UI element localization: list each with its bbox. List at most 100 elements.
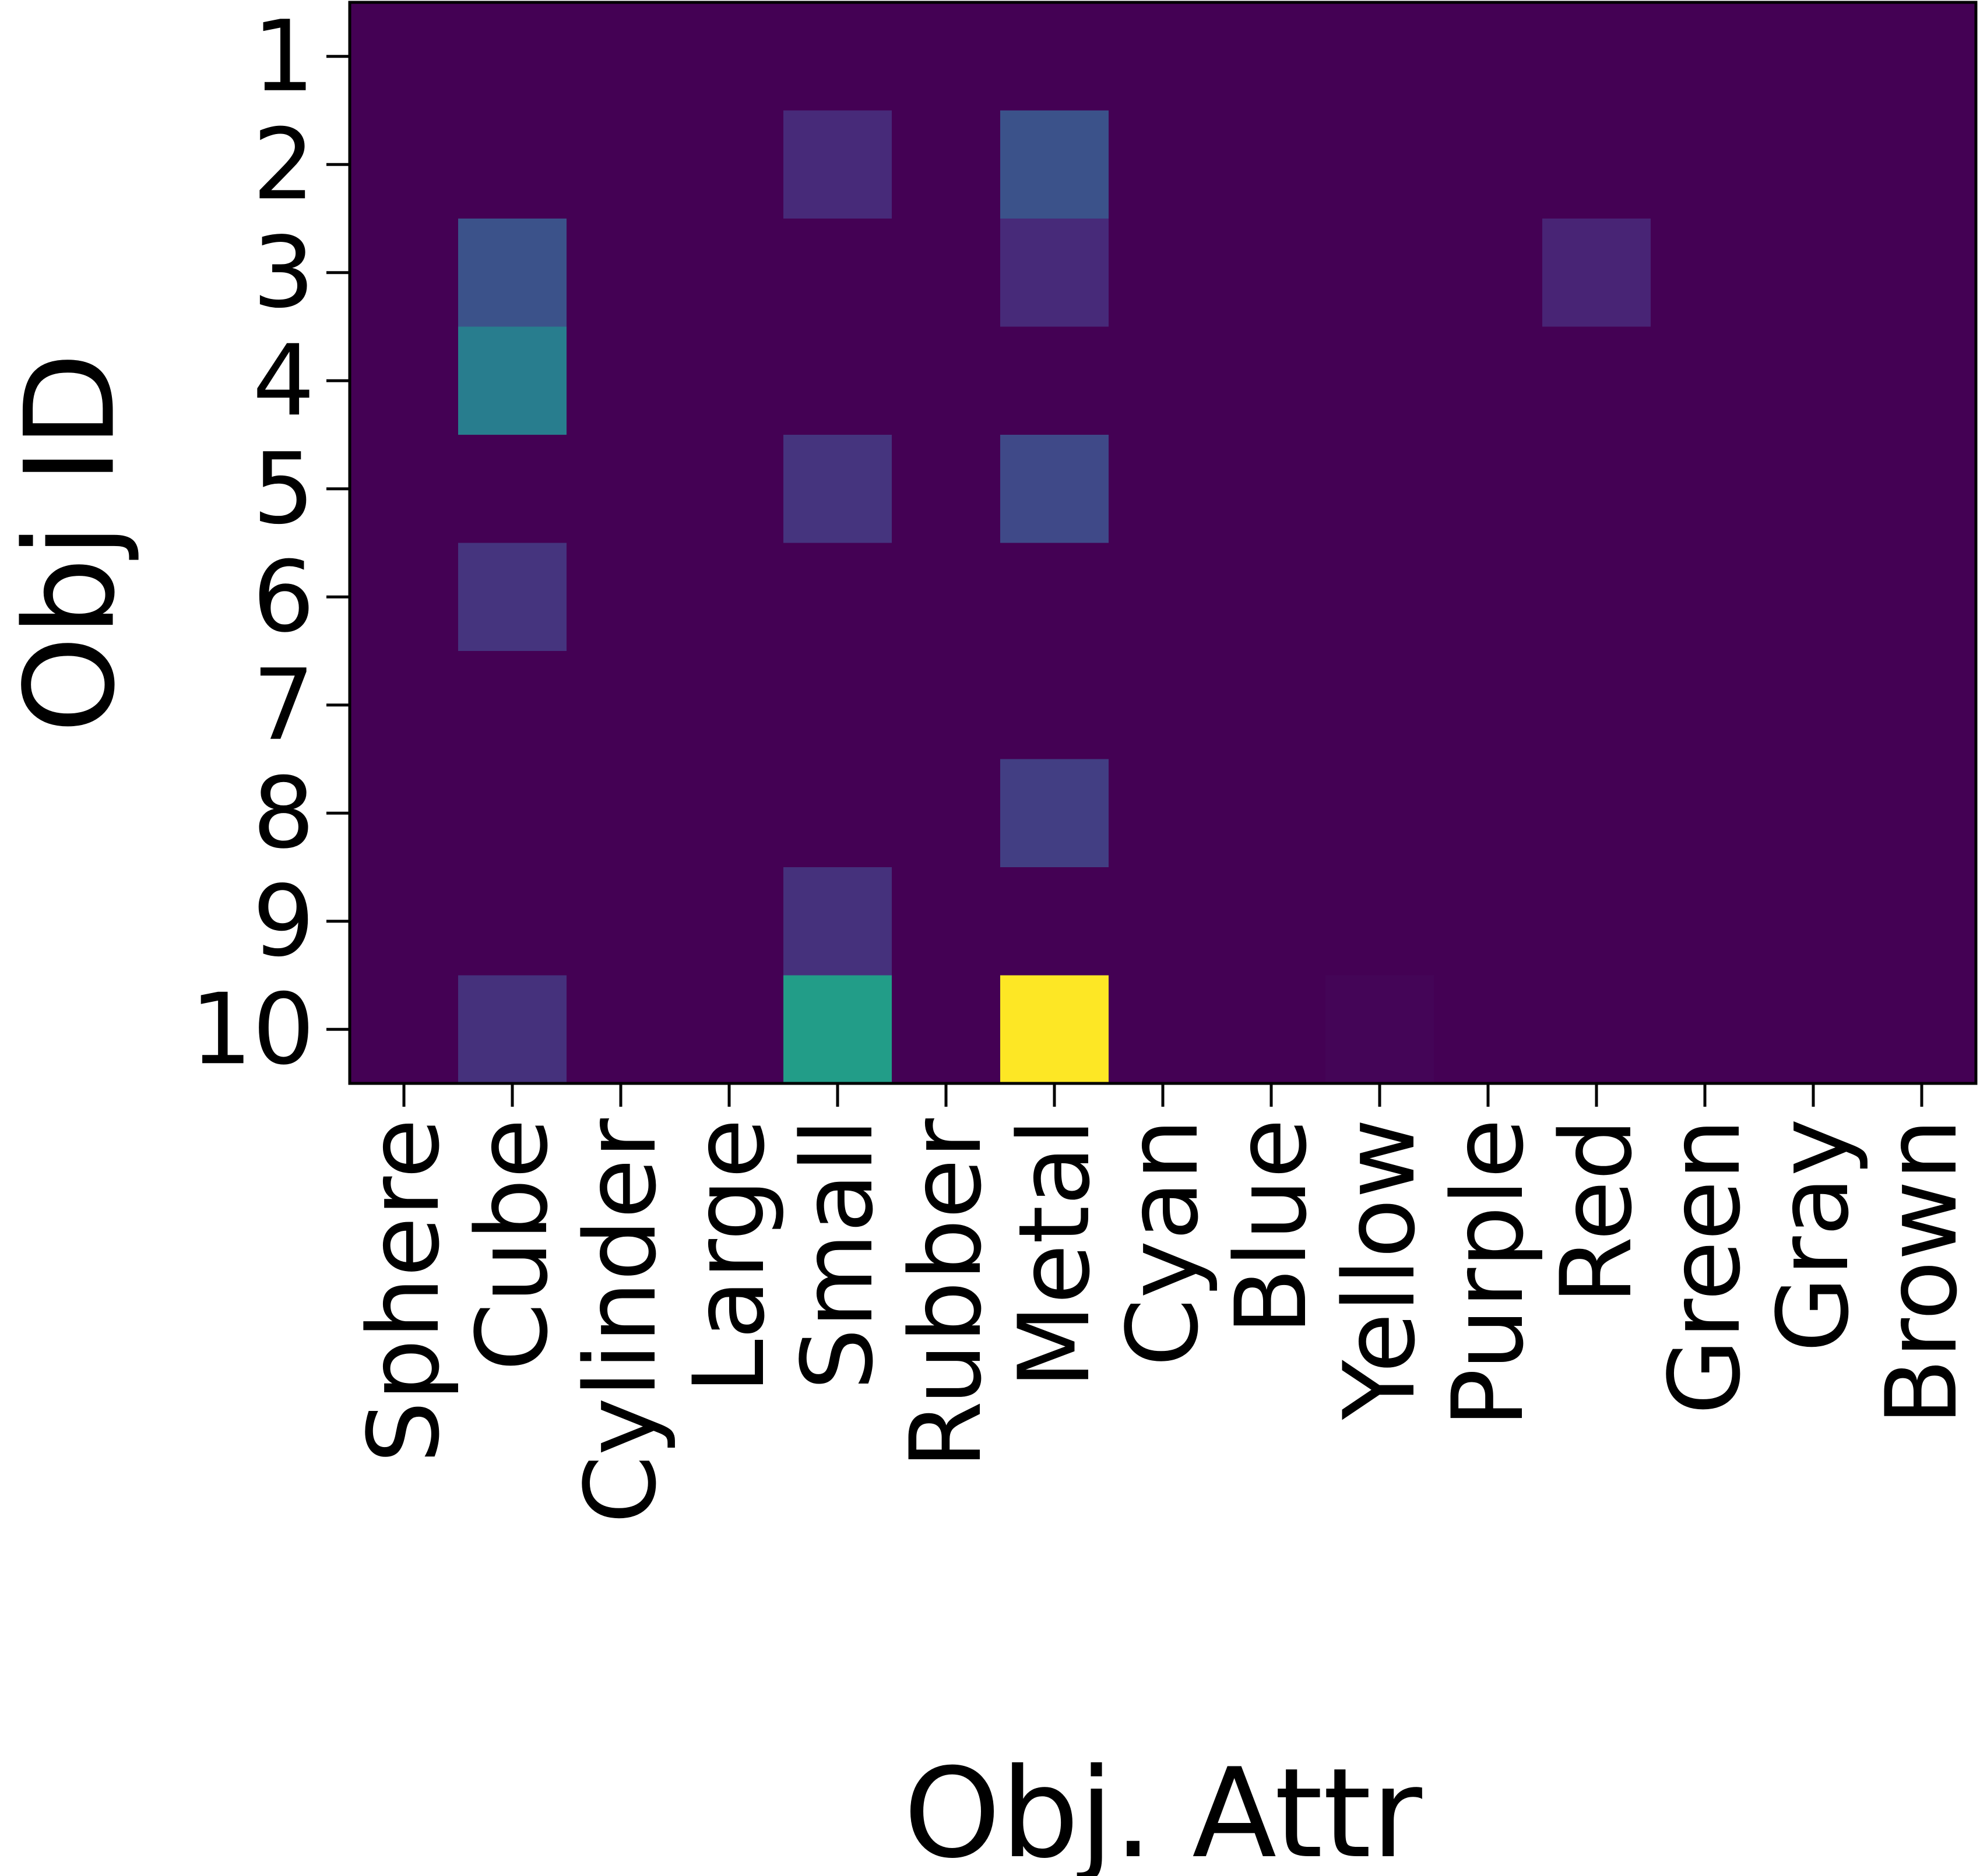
heatmap-cell [1109, 759, 1218, 868]
heatmap-cell [1109, 867, 1218, 976]
y-tick-label: 5 [252, 432, 315, 546]
y-tick-label: 6 [252, 540, 315, 654]
heatmap-cell [1109, 975, 1218, 1084]
heatmap-cell [458, 2, 567, 111]
heatmap-cell [350, 435, 459, 544]
heatmap-cell [892, 867, 1001, 976]
heatmap-cell [1868, 759, 1977, 868]
heatmap-cell [1759, 975, 1868, 1084]
y-tick-label: 10 [190, 972, 315, 1086]
heatmap-cell [892, 543, 1001, 652]
heatmap-cell [892, 651, 1001, 760]
heatmap-cell [1217, 435, 1326, 544]
heatmap-cell [567, 543, 676, 652]
y-tick-label: 8 [252, 756, 315, 870]
heatmap-cell [458, 110, 567, 219]
heatmap-cell [1651, 2, 1760, 111]
heatmap-cell [1651, 759, 1760, 868]
heatmap-cell [567, 110, 676, 219]
heatmap-cell [1759, 435, 1868, 544]
x-tick-label: Metal [997, 1118, 1112, 1389]
heatmap-cell [1868, 651, 1977, 760]
heatmap-cell [1434, 2, 1543, 111]
heatmap-cell [567, 651, 676, 760]
heatmap-cell [1542, 759, 1651, 868]
heatmap-cell [1651, 219, 1760, 328]
heatmap-cell [1109, 651, 1218, 760]
x-tick-label: Cyan [1106, 1118, 1220, 1367]
heatmap-cell [458, 867, 567, 976]
x-tick-label: Cylinder [564, 1118, 678, 1524]
y-tick-label: 1 [252, 0, 315, 114]
heatmap-cell [458, 219, 567, 328]
heatmap-cell [783, 759, 892, 868]
x-tick-label: Red [1539, 1118, 1654, 1304]
heatmap-cell [1000, 2, 1109, 111]
heatmap-cell [350, 543, 459, 652]
heatmap-cell [1651, 975, 1760, 1084]
heatmap-cell [1542, 110, 1651, 219]
heatmap-cell [1434, 975, 1543, 1084]
heatmap-cell [1759, 651, 1868, 760]
heatmap-cell [1000, 219, 1109, 328]
heatmap-cell [1000, 651, 1109, 760]
x-tick-label: Small [780, 1118, 895, 1391]
heatmap-cell [675, 543, 784, 652]
heatmap-cell [892, 435, 1001, 544]
heatmap-cell [1542, 326, 1651, 435]
heatmap-cell [1434, 543, 1543, 652]
heatmap-cell [1542, 867, 1651, 976]
heatmap-cell [1217, 543, 1326, 652]
heatmap-cell [1217, 2, 1326, 111]
heatmap-cell [1868, 867, 1977, 976]
heatmap-cell [1000, 110, 1109, 219]
heatmap-cell [783, 326, 892, 435]
heatmap-cell [1109, 435, 1218, 544]
heatmap-cell [1434, 219, 1543, 328]
heatmap-cell [1542, 435, 1651, 544]
y-tick-label: 4 [252, 323, 315, 438]
x-axis-label: Obj. Attr [903, 1741, 1423, 1876]
heatmap-cell [1325, 326, 1434, 435]
heatmap-cell [567, 219, 676, 328]
heatmap-cell [350, 759, 459, 868]
heatmap-cell [1109, 326, 1218, 435]
heatmap-cell [350, 219, 459, 328]
heatmap-cell [892, 219, 1001, 328]
heatmap-cell [1759, 326, 1868, 435]
heatmap-cell [1000, 867, 1109, 976]
heatmap-cell [783, 975, 892, 1084]
heatmap-cell [1651, 110, 1760, 219]
heatmap-cell [1759, 2, 1868, 111]
heatmap-cell [1325, 867, 1434, 976]
heatmap-cell [1759, 219, 1868, 328]
heatmap-cell [1651, 867, 1760, 976]
x-tick-label: Gray [1756, 1118, 1870, 1353]
heatmap-cell [1542, 975, 1651, 1084]
heatmap-cell [1542, 219, 1651, 328]
x-axis-ticks: SphereCubeCylinderLargeSmallRubberMetalC… [347, 1083, 1979, 1524]
x-tick-label: Green [1648, 1118, 1762, 1415]
heatmap-cell [1434, 867, 1543, 976]
heatmap-cell [783, 543, 892, 652]
heatmap-cell [1542, 543, 1651, 652]
heatmap-cell [675, 326, 784, 435]
heatmap-cell [783, 110, 892, 219]
heatmap-cell [1109, 543, 1218, 652]
heatmap-cell [1434, 651, 1543, 760]
heatmap-cell [458, 543, 567, 652]
heatmap-cell [350, 2, 459, 111]
x-tick-label: Purple [1431, 1118, 1545, 1428]
heatmap-cell [458, 326, 567, 435]
y-tick-label: 9 [252, 864, 315, 979]
heatmap-cell [1325, 2, 1434, 111]
heatmap-cell [1325, 110, 1434, 219]
heatmap-cell [1759, 867, 1868, 976]
heatmap-cell [1868, 110, 1977, 219]
heatmap-cell [1217, 326, 1326, 435]
y-tick-label: 7 [252, 648, 315, 762]
heatmap-cell [350, 975, 459, 1084]
heatmap-cell [1434, 435, 1543, 544]
heatmap-cell [1325, 975, 1434, 1084]
